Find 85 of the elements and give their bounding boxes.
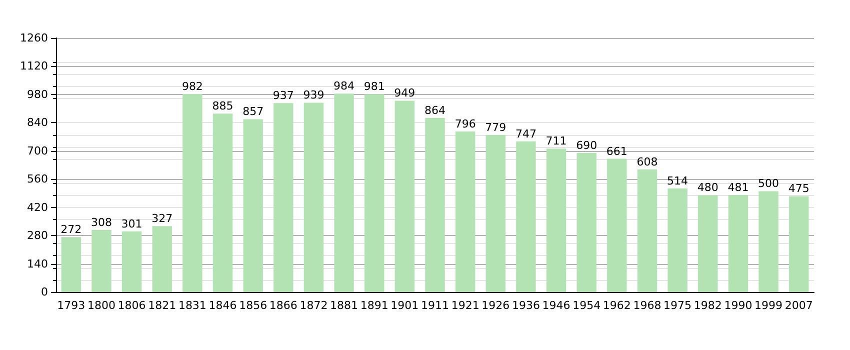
bar [334,94,354,292]
bar [516,141,536,292]
x-tick-label: 1831 [178,299,206,312]
x-tick-label: 1982 [694,299,722,312]
bar [61,237,82,292]
y-tick-label: 840 [27,116,48,130]
bar [425,118,445,292]
data-label: 475 [788,182,810,196]
bar [364,94,384,292]
data-label: 984 [334,80,355,93]
bar [152,226,172,292]
bar [212,114,233,292]
x-tick-label: 1946 [542,299,570,312]
data-label: 949 [394,86,416,100]
x-tick-label: 1821 [148,299,176,312]
bar [788,196,809,292]
x-tick-label: 1800 [87,299,116,312]
bar [486,134,506,292]
y-tick-label: 140 [27,257,48,270]
x-tick-label: 1891 [360,299,388,312]
bar [698,195,718,292]
x-tick-label: 1901 [390,299,419,312]
y-tick-label: 980 [27,88,48,101]
bar [546,148,566,292]
data-label: 711 [546,134,567,148]
bar [455,132,476,292]
x-tick-label: 1866 [269,299,298,312]
bar [243,119,263,292]
x-tick-label: 1846 [208,299,237,312]
x-tick-label: 1856 [239,299,268,312]
y-tick-label: 420 [27,200,48,214]
x-tick-label: 1999 [754,299,783,312]
data-label: 327 [152,212,173,226]
data-label: 301 [121,217,142,230]
x-tick-label: 1793 [57,299,86,312]
x-tick-label: 1911 [421,299,449,312]
data-label: 308 [90,216,112,229]
data-label: 690 [576,138,598,152]
bar [274,103,294,292]
x-tick-label: 1872 [300,299,328,312]
data-label: 661 [606,144,628,158]
bar [182,94,202,292]
x-tick-label: 1954 [572,299,601,312]
bar [394,100,415,292]
data-label: 747 [515,127,536,140]
y-tick-label: 280 [27,229,48,242]
y-tick-label: 700 [27,144,48,158]
x-tick-label: 1968 [633,299,662,312]
bar [607,158,627,292]
data-label: 939 [303,88,324,102]
data-label: 982 [182,80,203,94]
bar [576,152,596,292]
bar [758,191,778,292]
data-label: 779 [485,120,506,134]
data-label: 272 [60,223,82,236]
bar [304,102,324,292]
bar [637,169,658,292]
bar [728,195,748,292]
x-tick-label: 1806 [118,299,146,312]
data-label: 885 [212,100,234,113]
data-label: 480 [697,181,718,194]
data-label: 500 [758,177,780,190]
x-tick-label: 1962 [602,299,631,312]
y-tick-label: 0 [41,286,48,298]
x-tick-label: 1990 [724,299,752,312]
x-tick-label: 1921 [451,299,480,312]
x-tick-label: 1936 [512,299,540,312]
data-label: 796 [454,118,476,131]
data-label: 481 [728,181,749,194]
data-label: 608 [636,155,658,168]
bar [92,230,112,292]
data-label: 864 [424,104,446,117]
x-tick-label: 1975 [664,299,692,312]
x-tick-label: 2007 [784,299,813,312]
y-tick-label: 1260 [20,32,48,44]
data-label: 857 [242,105,264,118]
x-tick-label: 1926 [482,299,510,312]
y-tick-label: 1120 [20,60,48,73]
data-label: 514 [667,174,688,188]
bar [668,188,688,292]
data-label: 981 [364,80,385,94]
data-label: 937 [272,89,294,102]
y-tick-label: 560 [27,172,48,186]
bar [122,231,142,292]
x-tick-label: 1881 [330,299,358,312]
